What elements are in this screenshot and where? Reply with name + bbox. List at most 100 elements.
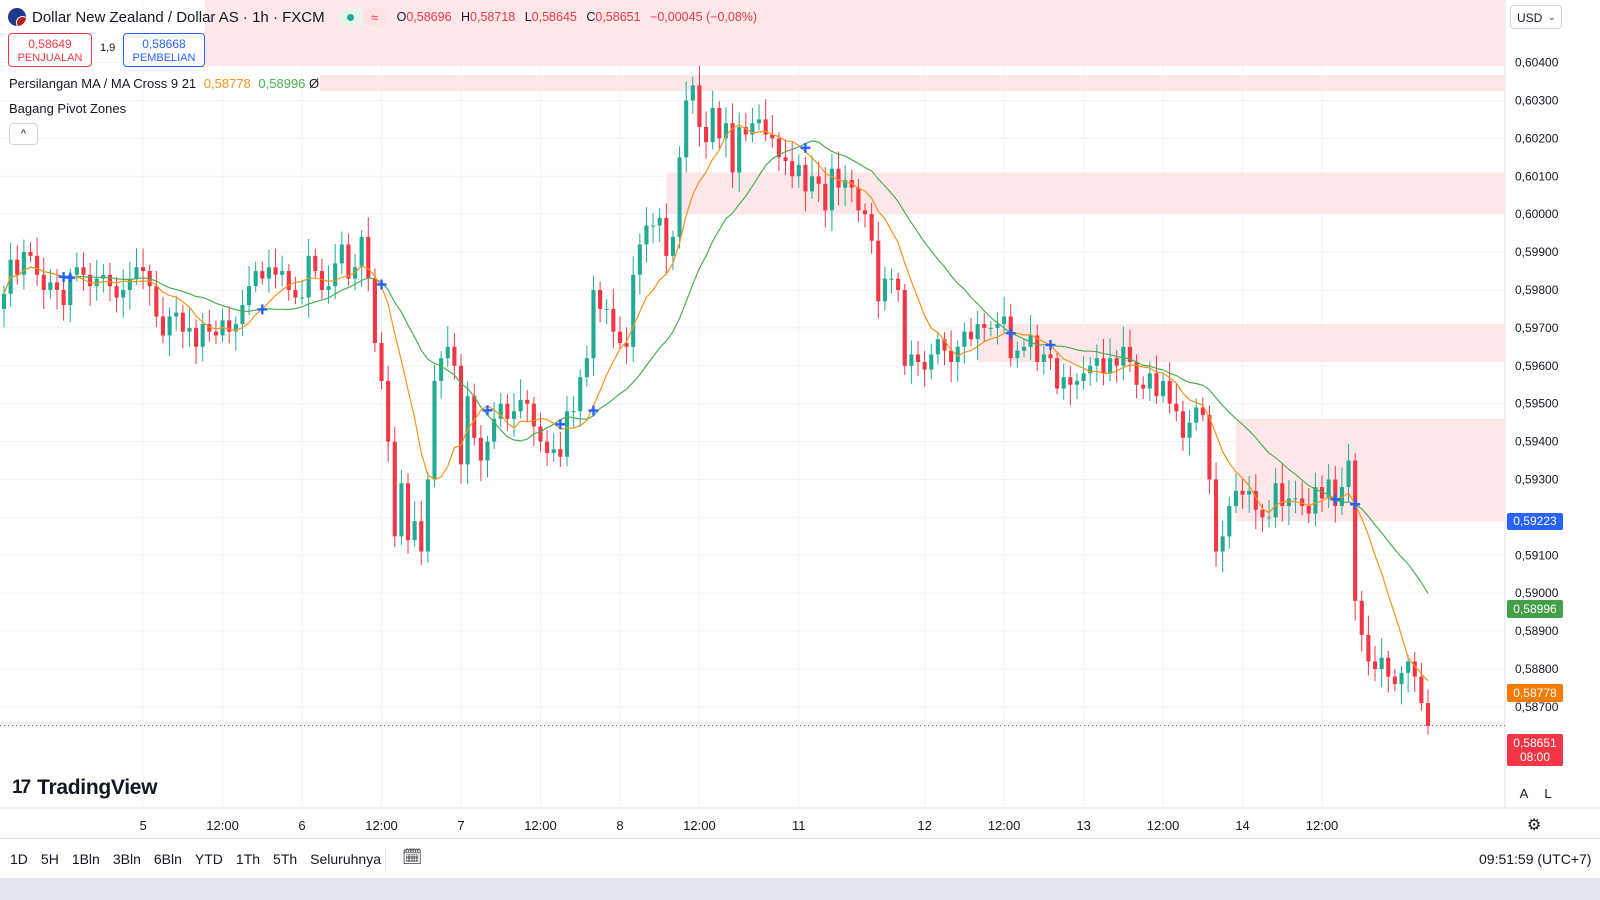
candle-body [843, 180, 848, 188]
collapse-legend-button[interactable]: ^ [9, 123, 38, 145]
range-button-1bln[interactable]: 1Bln [71, 851, 100, 867]
candle-body [1379, 657, 1384, 670]
candle-body [1061, 377, 1066, 389]
candle-body [889, 278, 894, 280]
candle-body [1260, 509, 1265, 518]
candle-body [995, 324, 1000, 328]
candle-body [1094, 358, 1099, 366]
tradingview-mark-icon: 17 [12, 777, 31, 798]
time-axis-label: 12:00 [683, 818, 716, 833]
candle-body [1300, 498, 1305, 507]
price-axis-label: 0,60200 [1515, 131, 1559, 145]
candle-body [1293, 498, 1298, 500]
price-axis-label: 0,59100 [1515, 548, 1559, 562]
time-axis[interactable]: 5 12:00 6 12:00 7 12:00 8 12:00 11 12 12:00 13 12:00… [0, 808, 1600, 838]
candle-body [988, 327, 993, 329]
currency-selector[interactable]: USD ⌄ [1510, 5, 1562, 29]
candle-body [770, 134, 775, 139]
buy-button[interactable]: 0,58668 PEMBELIAN [123, 33, 205, 67]
candle-body [690, 85, 695, 101]
candle-body [796, 164, 801, 177]
candle-body [651, 225, 656, 227]
auto-scale-button[interactable]: A [1519, 786, 1529, 801]
currency-flag-icon [8, 8, 26, 26]
range-button-ytd[interactable]: YTD [194, 851, 223, 867]
range-button-6bln[interactable]: 6Bln [153, 851, 182, 867]
candle-body [134, 267, 139, 279]
calendar-icon[interactable]: 🗓 [402, 849, 423, 866]
range-button-seluruhnya[interactable]: Seluruhnya [310, 851, 381, 867]
candle-body [478, 437, 483, 461]
candle-body [1028, 335, 1033, 347]
time-axis-label: 8 [616, 818, 624, 833]
spread-value: 1,9 [100, 42, 116, 54]
candle-body [677, 157, 682, 237]
log-scale-button[interactable]: L [1544, 786, 1552, 801]
candle-body [458, 365, 464, 465]
price-axis-label: 0,59900 [1515, 245, 1559, 259]
candle-body [425, 479, 430, 552]
candle-body [1412, 661, 1417, 677]
candle-body [379, 343, 384, 381]
ma-cross-legend[interactable]: Persilangan MA / MA Cross 9 21 0,58778 0… [9, 76, 319, 91]
candle-body [1419, 676, 1424, 704]
candle-body [15, 259, 20, 275]
candle-body [280, 271, 285, 275]
ma-cross-name: Persilangan MA / MA Cross [9, 76, 168, 91]
candle-body [1134, 361, 1139, 385]
candle-body [942, 339, 947, 351]
price-axis-label: 0,58700 [1515, 700, 1559, 714]
sell-button[interactable]: 0,58649 PENJUALAN [8, 33, 92, 67]
candle-body [445, 346, 450, 359]
tradingview-logo[interactable]: 17 TradingView [12, 776, 157, 800]
candle-body [1227, 506, 1232, 537]
ma-extra-icon: Ø [309, 76, 320, 91]
candle-body [511, 411, 517, 419]
chart-header: Dollar New Zealand / Dollar AS · 1h · FX… [8, 6, 763, 28]
candle-body [405, 483, 411, 541]
candle-body [505, 403, 510, 419]
wave-icon[interactable]: ≈ [362, 8, 387, 26]
candle-body [1068, 377, 1073, 385]
clock-timezone[interactable]: 09:51:59 (UTC+7) [1479, 851, 1592, 867]
candle-body [1141, 384, 1146, 389]
ma-cross-params: 9 21 [170, 76, 197, 91]
candle-body [1002, 316, 1007, 325]
range-button-3bln[interactable]: 3Bln [112, 851, 141, 867]
candle-body [816, 176, 821, 184]
candle-body [1220, 536, 1225, 552]
candle-body [624, 343, 629, 347]
ohlc-values: O0,58696 H0,58718 L0,58645 C0,58651 −0,0… [397, 10, 763, 24]
candle-body [611, 308, 616, 332]
price-axis-label: 0,59000 [1515, 586, 1559, 600]
candle-body [306, 255, 311, 298]
gear-icon[interactable]: ⚙ [1527, 817, 1542, 834]
price-chart[interactable]: 0,60400 0,60300 0,60200 0,60100 0,60000 0,599… [0, 0, 1600, 840]
candle-body [313, 255, 318, 272]
close-value: 0,58651 [595, 10, 641, 24]
candle-body [74, 267, 79, 275]
candle-body [107, 274, 113, 287]
candle-body [1121, 346, 1126, 366]
range-button-5th[interactable]: 5Th [273, 851, 298, 867]
candle-body [366, 236, 371, 279]
candle-body [836, 168, 841, 188]
candle-body [28, 252, 33, 256]
candle-body [737, 126, 742, 173]
range-button-1th[interactable]: 1Th [235, 851, 261, 867]
candle-body [1180, 411, 1185, 438]
range-button-1d[interactable]: 1D [10, 851, 28, 867]
symbol-title[interactable]: Dollar New Zealand / Dollar AS · 1h · FX… [32, 8, 325, 26]
low-value: 0,58645 [531, 10, 577, 24]
market-open-icon[interactable] [338, 8, 363, 26]
candle-body [1207, 415, 1212, 480]
candle-body [531, 403, 536, 427]
range-button-5h[interactable]: 5H [40, 851, 59, 867]
candle-body [21, 252, 26, 275]
candle-body [1101, 358, 1106, 374]
time-axis-label: 12:00 [987, 818, 1021, 833]
candle-body [604, 308, 609, 310]
pivot-zones-legend[interactable]: Bagang Pivot Zones [9, 101, 127, 116]
candle-body [54, 282, 60, 290]
candle-body [1074, 380, 1080, 385]
